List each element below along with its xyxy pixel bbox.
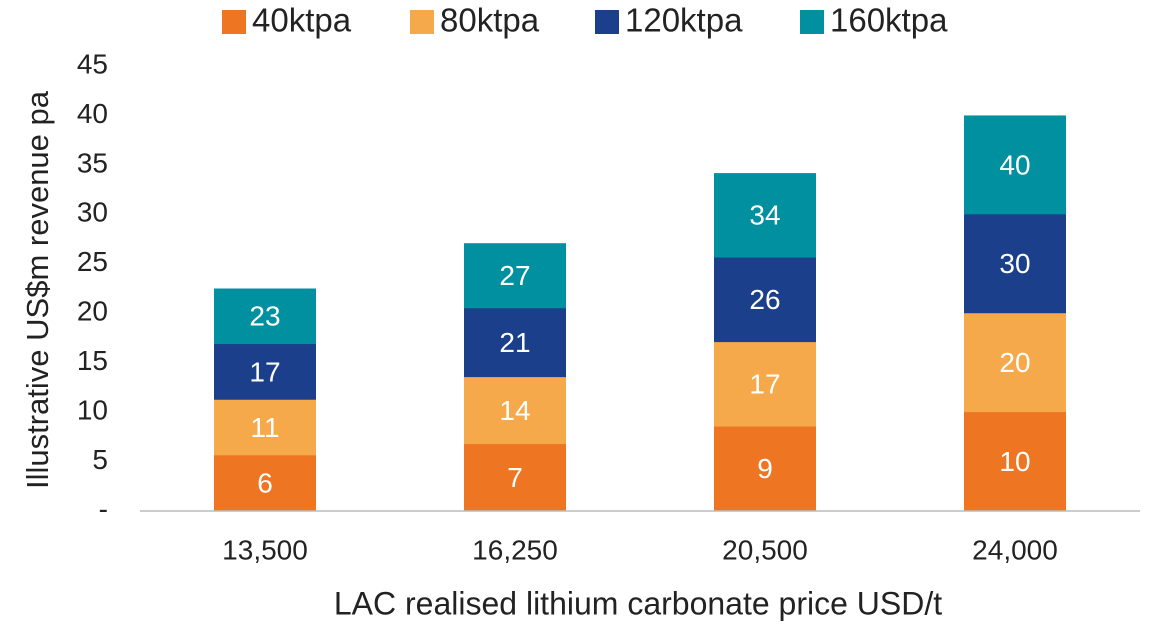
y-tick-label: 40: [77, 98, 108, 129]
x-tick-label: 13,500: [222, 534, 308, 565]
bar: [714, 426, 816, 511]
value-label: 10: [999, 446, 1030, 477]
y-tick-label: -: [99, 493, 108, 524]
value-label: 26: [749, 284, 780, 315]
y-tick-label: 45: [77, 48, 108, 79]
legend-swatch: [800, 10, 824, 34]
y-tick-label: 15: [77, 345, 108, 376]
legend-label: 120ktpa: [625, 2, 743, 39]
value-label: 27: [499, 260, 530, 291]
bar: [464, 444, 566, 511]
value-label: 14: [499, 395, 530, 426]
value-label: 21: [499, 327, 530, 358]
value-label: 9: [757, 453, 773, 484]
y-tick-label: 30: [77, 197, 108, 228]
value-label: 20: [999, 347, 1030, 378]
value-label: 6: [257, 468, 273, 499]
y-tick-label: 35: [77, 147, 108, 178]
y-axis-title: Illustrative US$m revenue pa: [20, 90, 55, 489]
legend-label: 40ktpa: [252, 2, 352, 39]
y-tick-label: 20: [77, 296, 108, 327]
x-axis-title: LAC realised lithium carbonate price USD…: [334, 585, 942, 621]
x-tick-label: 24,000: [972, 534, 1058, 565]
value-label: 11: [250, 412, 279, 443]
y-tick-label: 10: [77, 395, 108, 426]
legend-label: 160ktpa: [830, 2, 948, 39]
value-label: 17: [749, 369, 780, 400]
legend-swatch: [222, 10, 246, 34]
legend-label: 80ktpa: [440, 2, 540, 39]
y-tick-label: 25: [77, 246, 108, 277]
value-label: 34: [749, 200, 780, 231]
legend-swatch: [595, 10, 619, 34]
value-label: 23: [249, 301, 280, 332]
value-label: 40: [999, 149, 1030, 180]
bar: [214, 455, 316, 511]
value-label: 7: [507, 462, 523, 493]
value-label: 30: [999, 248, 1030, 279]
y-tick-label: 5: [92, 444, 108, 475]
bar: [964, 412, 1066, 511]
legend-swatch: [410, 10, 434, 34]
value-label: 17: [249, 356, 280, 387]
x-tick-label: 20,500: [722, 534, 808, 565]
x-tick-label: 16,250: [472, 534, 558, 565]
